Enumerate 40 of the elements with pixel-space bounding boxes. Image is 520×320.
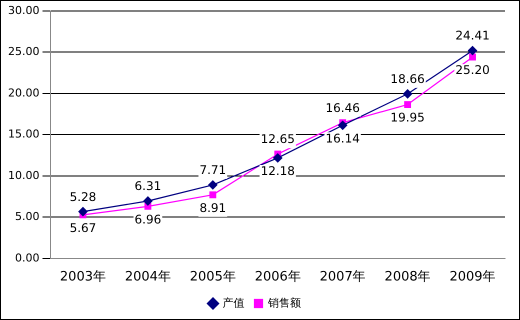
point [468,46,478,56]
data-label: 12.18 [260,164,295,178]
point [403,89,412,98]
y-tick-label: 20.00 [8,86,40,100]
x-tick-label: 2004年 [124,270,171,285]
y-tick-label: 25.00 [8,45,40,58]
data-label: 16.46 [325,100,360,115]
point [273,153,282,163]
x-tick-label: 2003年 [60,270,106,285]
point [469,54,476,61]
y-tick-label: 30.00 [8,4,40,17]
x-tick-label: 2009年 [449,270,496,285]
y-tick-label: 10.00 [8,168,40,182]
point [143,196,152,206]
legend-label: 销售额 [267,296,301,310]
data-label: 18.66 [390,72,425,86]
data-label: 8.91 [199,200,226,215]
x-tick-label: 2006年 [254,270,301,285]
data-label: 16.14 [325,131,360,146]
data-label: 24.41 [455,28,490,43]
point [208,180,218,190]
x-tick-label: 2005年 [190,270,236,285]
point [209,191,216,198]
point [78,207,88,216]
x-tick-label: 2008年 [384,270,431,285]
legend-label: 产值 [222,296,244,310]
data-label: 19.95 [390,110,425,125]
data-label: 25.20 [455,63,490,78]
y-tick-label: 5.00 [14,210,40,224]
x-tick-label: 2007年 [320,270,366,285]
point [338,120,348,130]
point [404,101,412,108]
data-label: 6.96 [134,212,162,226]
data-label: 12.65 [260,132,295,146]
y-tick-label: 0.00 [14,251,40,264]
data-label: 6.31 [134,179,162,194]
data-label: 5.67 [70,220,96,235]
data-label: 5.28 [70,190,96,204]
y-tick-label: 15.00 [8,128,40,141]
data-label: 7.71 [199,163,226,178]
